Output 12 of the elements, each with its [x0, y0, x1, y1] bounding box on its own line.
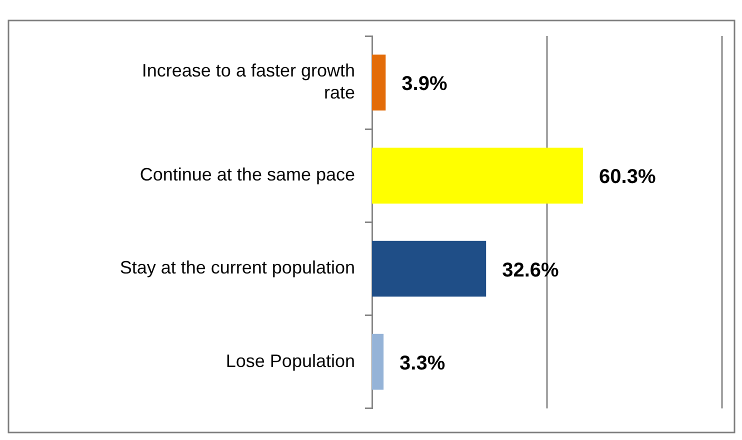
data-label: 3.9%: [402, 73, 448, 96]
bar: [372, 240, 486, 297]
y-tick-label: Increase to a faster growth rate: [142, 60, 355, 102]
y-tick-label: Continue at the same pace: [140, 164, 355, 185]
bar: [372, 334, 384, 390]
y-tick-label: Stay at the current population: [120, 258, 355, 278]
bar: [372, 54, 386, 110]
data-label: 3.3%: [400, 352, 446, 374]
y-tick-label: Lose Population: [226, 350, 355, 371]
data-label: 32.6%: [502, 259, 560, 282]
bar: [372, 148, 584, 204]
data-label: 60.3%: [599, 166, 656, 188]
